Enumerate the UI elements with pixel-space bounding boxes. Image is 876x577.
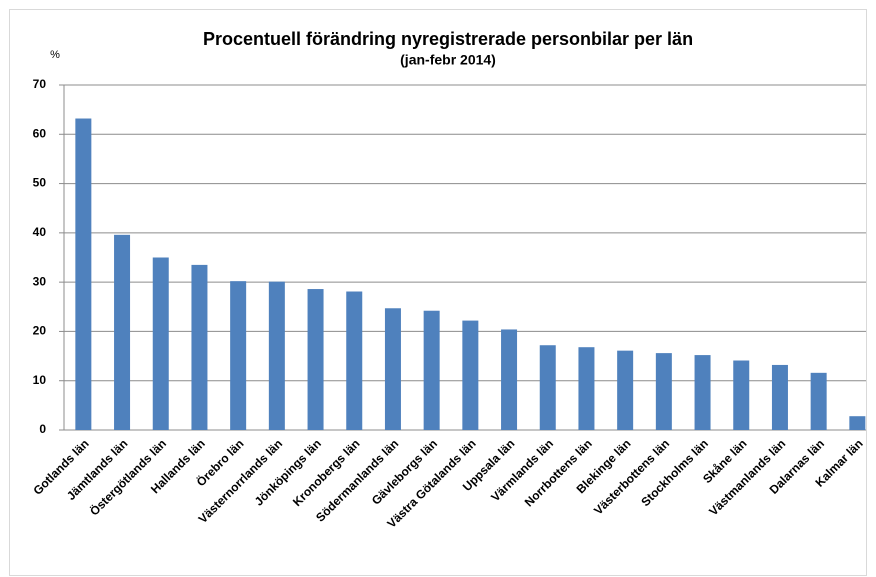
- bar: [501, 329, 518, 430]
- y-tick-label: 50: [33, 176, 47, 190]
- y-tick-label: 0: [39, 422, 46, 436]
- bar: [268, 281, 285, 430]
- bar: [539, 345, 556, 430]
- y-tick-label: 40: [33, 225, 47, 239]
- bar: [771, 364, 788, 430]
- bar: [230, 281, 247, 430]
- bar: [346, 291, 363, 430]
- bar: [152, 257, 169, 430]
- y-tick-label: 20: [33, 324, 47, 338]
- bar: [849, 416, 866, 430]
- bar: [462, 320, 479, 430]
- y-tick-label: 60: [33, 126, 47, 140]
- bar: [733, 360, 750, 430]
- chart-frame: [9, 9, 867, 576]
- bar: [307, 289, 324, 430]
- bar: [655, 353, 672, 430]
- y-axis-label: %: [50, 49, 60, 61]
- chart-title: Procentuell förändring nyregistrerade pe…: [203, 29, 693, 49]
- bar: [114, 234, 131, 430]
- bar: [694, 355, 711, 430]
- bar: [810, 372, 827, 430]
- chart-subtitle: (jan-febr 2014): [400, 52, 496, 68]
- bar: [384, 308, 401, 430]
- bar: [617, 350, 634, 430]
- y-tick-label: 10: [33, 373, 47, 387]
- bar: [191, 264, 208, 430]
- bar: [423, 310, 440, 430]
- bar: [75, 118, 92, 430]
- y-tick-label: 30: [33, 274, 47, 288]
- y-tick-label: 70: [33, 77, 47, 91]
- bar: [578, 347, 595, 430]
